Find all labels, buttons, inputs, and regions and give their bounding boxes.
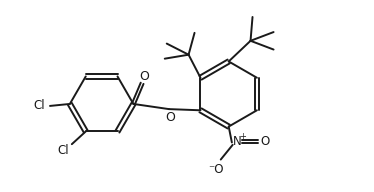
Text: O: O — [139, 70, 149, 83]
Text: O: O — [260, 135, 269, 148]
Text: ⁻O: ⁻O — [208, 163, 224, 176]
Text: +: + — [240, 132, 246, 141]
Text: N: N — [233, 135, 242, 148]
Text: Cl: Cl — [33, 99, 45, 112]
Text: O: O — [165, 111, 175, 123]
Text: Cl: Cl — [57, 144, 68, 157]
